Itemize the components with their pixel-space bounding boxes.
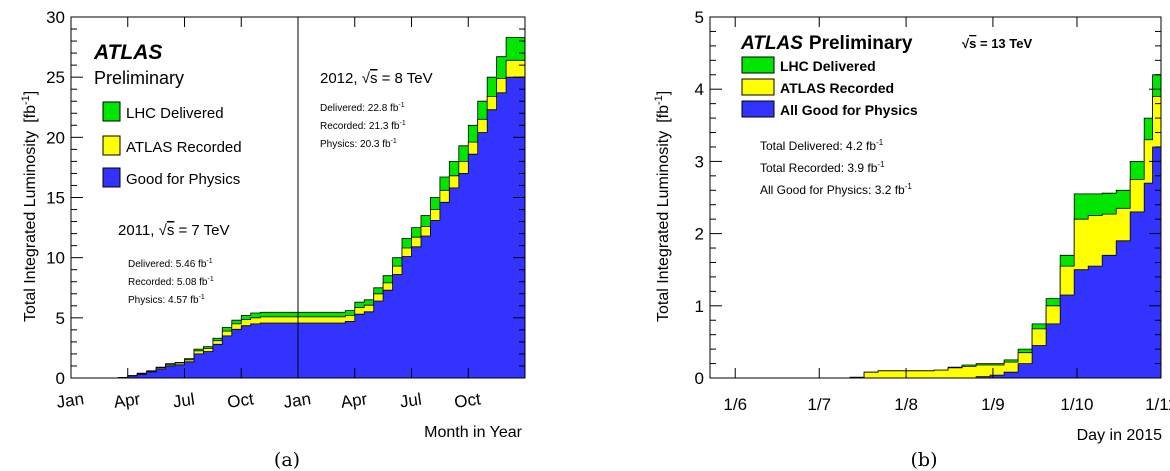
panel-b-areas [710,74,1162,379]
x-tick-label-b: 1/10 [1060,395,1093,414]
y-tick-label-b: 1 [695,297,704,316]
annotation-2012-physics: Physics: 20.3 fb-1 [320,138,397,150]
x-tick-label-b: 1/11 [1145,395,1170,414]
x-tick-label-b: 1/8 [894,395,918,414]
legend-swatch-physics-a [102,167,121,188]
panel-a-ticks: 0 5 10 15 20 25 30 Jan Apr Jul Oct Jan Apr Jul Oct [46,8,525,412]
y-tick-label-a: 5 [56,309,65,328]
x-tick-label-b: 1/9 [981,395,1005,414]
legend-label-recorded-b: ATLAS Recorded [780,80,894,96]
panel-a-frame [70,16,526,379]
y-tick-label-b: 4 [695,80,704,99]
ylabel-b: Total Integrated Luminosity[fb-1] [653,91,672,322]
panel-b-frame [709,16,1162,379]
annotation-2012-title: 2012, √s = 8 TeV [320,70,433,87]
y-tick-label-a: 20 [46,128,65,147]
legend-swatch-delivered-a [102,101,121,122]
x-tick-label-b: 1/7 [807,395,831,414]
y-tick-label-b: 3 [695,152,704,171]
xlabel-a: Month in Year [424,424,523,441]
annotation-2011-title: 2011, √s = 7 TeV [118,222,230,239]
annotation-2012-delivered: Delivered: 22.8 fb-1 [320,102,405,114]
area-physics-a [71,76,526,379]
annotation-2011-recorded: Recorded: 5.08 fb-1 [128,276,214,288]
atlas-preliminary-label-b: ATLAS Preliminary [740,33,913,54]
panel-b: 0 1 2 3 4 5 1/6 1/7 1/8 1/9 1/10 1/11 ATLASPrelimin… [653,8,1170,471]
legend-label-recorded-a: ATLAS Recorded [126,139,242,156]
y-tick-label-a: 15 [46,189,65,208]
area-recorded-b [710,96,1162,379]
y-tick-label-a: 30 [46,8,65,27]
xlabel-b: Day in 2015 [1077,427,1162,444]
x-tick-label-a: Oct [453,389,482,412]
x-tick-label-b: 1/6 [723,395,747,414]
panel-b-ticks: 0 1 2 3 4 5 1/6 1/7 1/8 1/9 1/10 1/11 [695,8,1170,414]
x-tick-label-a: Jul [399,390,423,412]
x-tick-label-a: Jan [55,389,85,412]
legend-swatch-physics-b [741,100,775,118]
total-recorded-b: Total Recorded: 3.9 fb-1 [760,160,885,175]
total-physics-b: All Good for Physics: 3.2 fb-1 [760,182,912,197]
legend-swatch-recorded-b [741,78,775,96]
x-tick-label-a: Oct [226,389,255,412]
legend-label-physics-b: All Good for Physics [780,102,918,118]
y-tick-label-a: 25 [46,68,65,87]
x-tick-label-a: Apr [340,389,369,412]
annotation-2012-recorded: Recorded: 21.3 fb-1 [320,120,406,132]
caption-a: (a) [274,449,300,471]
x-tick-label-a: Jul [172,390,196,412]
annotation-2011-physics: Physics: 4.57 fb-1 [128,294,205,306]
legend-swatch-delivered-b [741,56,775,74]
atlas-label-a: ATLAS [93,41,162,64]
total-delivered-b: Total Delivered: 4.2 fb-1 [760,138,884,153]
legend-label-physics-a: Good for Physics [126,171,240,188]
y-tick-label-b: 5 [695,8,704,27]
ylabel-a: Total Integrated Luminosity[fb-1] [20,91,39,322]
legend-label-delivered-a: LHC Delivered [126,105,224,122]
panel-a: 0 5 10 15 20 25 30 Jan Apr Jul Oct Jan Apr Jul Oct ATL… [20,8,526,471]
energy-label-b: √s = 13 TeV [962,36,1032,51]
panel-a-areas [71,37,526,379]
y-tick-label-a: 0 [56,369,65,388]
x-tick-label-a: Jan [282,389,312,412]
y-tick-label-a: 10 [46,249,65,268]
legend-swatch-recorded-a [102,135,121,156]
y-tick-label-b: 0 [695,369,704,388]
y-tick-label-b: 2 [695,225,704,244]
legend-label-delivered-b: LHC Delivered [780,58,876,74]
preliminary-label-a: Preliminary [94,68,184,88]
x-tick-label-a: Apr [113,389,142,412]
caption-b: (b) [911,449,938,471]
annotation-2011-delivered: Delivered: 5.46 fb-1 [128,258,213,270]
